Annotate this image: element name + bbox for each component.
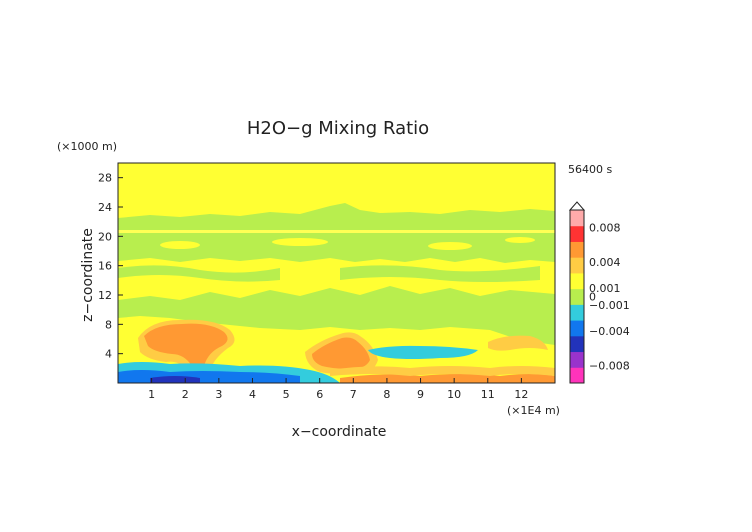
x-tick-label: 9 — [417, 388, 424, 401]
y-tick-label: 24 — [98, 201, 112, 214]
region-orange-core-left — [144, 323, 228, 370]
x-axis-ticks: 1 2 3 4 5 6 7 8 9 10 11 12 — [148, 378, 528, 401]
colorbar-tick-label: 0 — [589, 291, 596, 304]
colorbar-segment — [570, 288, 584, 305]
chart-title: H2O−g Mixing Ratio — [247, 118, 429, 139]
colorbar-segment — [570, 225, 584, 242]
region-yellow-surface-right — [330, 366, 555, 376]
x-tick-label: 7 — [350, 388, 357, 401]
yellow-patch — [428, 242, 472, 250]
x-tick-label: 3 — [215, 388, 222, 401]
colorbar-segment — [570, 272, 584, 290]
y-tick-label: 8 — [105, 318, 112, 331]
region-cyan-moist-layer — [368, 345, 478, 359]
yellow-patch — [272, 238, 328, 246]
colorbar-segment — [570, 241, 584, 258]
colorbar-tick-label: −0.008 — [589, 360, 630, 373]
colorbar-segment — [570, 335, 584, 353]
region-orange-streak-right — [488, 335, 548, 351]
green-patches — [118, 265, 280, 282]
colorbar-segment — [570, 367, 584, 384]
yellow-patch — [505, 237, 535, 243]
plot-frame — [117, 162, 556, 384]
x-tick-label: 6 — [316, 388, 323, 401]
green-patches — [340, 265, 540, 282]
y-axis-label: z−coordinate — [80, 228, 96, 322]
x-axis-label: x−coordinate — [292, 424, 387, 440]
colorbar-tick-label: 0.004 — [589, 256, 621, 269]
colorbar-segment — [570, 320, 584, 337]
y-tick-label: 28 — [98, 172, 112, 185]
x-tick-label: 4 — [249, 388, 256, 401]
x-tick-label: 8 — [383, 388, 390, 401]
x-tick-label: 10 — [447, 388, 461, 401]
region-darkblue-surface — [150, 376, 200, 383]
y-tick-label: 20 — [98, 230, 112, 243]
colorbar-tick-label: −0.004 — [589, 325, 630, 338]
x-tick-label: 2 — [182, 388, 189, 401]
x-tick-label: 5 — [283, 388, 290, 401]
region-orange-core-center — [312, 337, 370, 369]
colorbar-tick-label: −0.001 — [589, 299, 630, 312]
contour-field — [118, 163, 555, 383]
colorbar-segment — [570, 210, 584, 227]
y-tick-label: 16 — [98, 260, 112, 273]
colorbar-segment — [570, 257, 584, 274]
x-tick-label: 1 — [148, 388, 155, 401]
y-tick-label: 12 — [98, 289, 112, 302]
x-tick-label: 12 — [514, 388, 528, 401]
colorbar-extend-arrow — [568, 201, 586, 211]
y-tick-label: 4 — [105, 348, 112, 361]
yellow-patch — [160, 241, 200, 249]
colorbar-tick-label: 0.008 — [589, 221, 621, 234]
x-unit-label: (×1E4 m) — [507, 404, 560, 417]
colorbar-tick-label: 0.001 — [589, 282, 621, 295]
y-axis-ticks: 4 8 12 16 20 24 28 — [98, 172, 123, 361]
region-green-band-middle — [118, 286, 555, 345]
colorbar-segment — [570, 351, 584, 368]
region-orange-surface-right — [340, 374, 555, 383]
y-unit-label: (×1000 m) — [57, 140, 117, 153]
x-tick-label: 11 — [481, 388, 495, 401]
time-label: 56400 s — [568, 163, 612, 176]
colorbar-segment — [570, 304, 584, 321]
yellow-strip-20 — [118, 230, 555, 233]
